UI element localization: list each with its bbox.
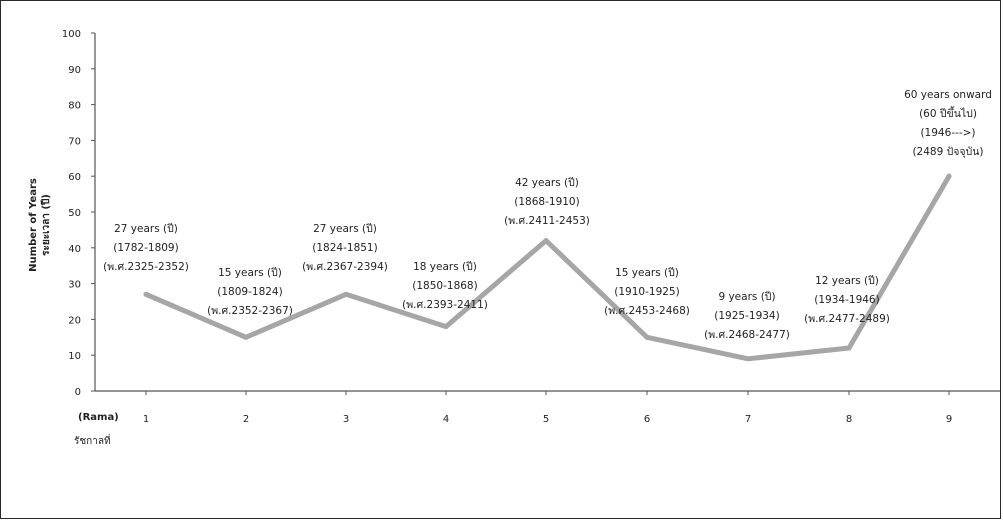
y-tick-label: 40 [68,244,81,255]
y-tick-label: 90 [68,65,81,76]
data-annotation-line: (1946--->) [920,127,975,139]
y-tick-label: 0 [75,387,81,398]
annotations-group: 27 years (ปี) (1782-1809) (พ.ศ.2325-2352) 1… [103,89,992,341]
data-annotation-line: (1868-1910) [514,196,579,208]
data-annotation: 27 years (ปี) (1824-1851) (พ.ศ.2367-2394) [302,222,388,273]
data-point [946,173,952,179]
y-tick-label: 70 [68,136,81,147]
data-annotation-line: (1809-1824) [217,286,282,298]
data-annotation-line: (1934-1946) [814,294,879,306]
data-annotation-line: (พ.ศ.2367-2394) [302,261,388,273]
data-annotation-line: (1925-1934) [714,310,779,322]
data-annotation-line: 60 years onward [904,89,992,101]
data-annotation-line: (พ.ศ.2393-2411) [402,299,488,311]
data-annotation: 15 years (ปี) (1910-1925) (พ.ศ.2453-2468) [604,266,690,317]
y-axis-label-en: Number of Years [28,178,39,272]
chart-axes [94,33,1000,392]
data-annotation-line: (1910-1925) [614,286,679,298]
data-point [644,334,650,340]
data-annotation-line: 9 years (ปี) [718,290,775,303]
x-axis-label-en: (Rama) [78,412,119,423]
data-annotation-line: (พ.ศ.2468-2477) [704,329,790,341]
data-annotation: 27 years (ปี) (1782-1809) (พ.ศ.2325-2352) [103,222,189,273]
x-tick-label: 5 [543,414,549,425]
y-tick-label: 100 [62,29,81,40]
y-axis-label-th: ระยะเวลา (ปี) [40,194,52,256]
data-annotation-line: (พ.ศ.2352-2367) [207,305,293,317]
y-tick-label: 30 [68,280,81,291]
data-point [343,291,349,297]
data-point [745,356,751,362]
data-annotation-line: 18 years (ปี) [413,260,477,273]
x-axis-ticks: 1 2 3 4 5 6 7 8 9 [143,391,952,425]
data-annotation-line: (พ.ศ.2477-2489) [804,313,890,325]
data-point [243,334,249,340]
x-tick-label: 3 [343,414,349,425]
data-point [143,291,149,297]
x-tick-label: 6 [644,414,650,425]
data-point [846,345,852,351]
data-annotation-line: (พ.ศ.2325-2352) [103,261,189,273]
x-tick-label: 2 [243,414,249,425]
y-tick-label: 20 [68,315,81,326]
y-tick-label: 60 [68,172,81,183]
y-tick-label: 50 [68,208,81,219]
data-annotation: 12 years (ปี) (1934-1946) (พ.ศ.2477-2489) [804,274,890,325]
data-annotation: 60 years onward (60 ปีขึ้นไป) (1946--->) (2… [904,89,992,158]
x-tick-label: 8 [846,414,852,425]
x-tick-label: 4 [443,414,449,425]
data-annotation-line: (พ.ศ.2411-2453) [504,215,590,227]
y-tick-label: 10 [68,351,81,362]
data-annotation-line: (1824-1851) [312,242,377,254]
data-annotation-line: 42 years (ปี) [515,176,579,189]
data-point [443,324,449,330]
data-annotation-line: (พ.ศ.2453-2468) [604,305,690,317]
data-annotation-line: (2489 ปัจจุบัน) [912,146,983,158]
data-annotation-line: (1782-1809) [113,242,178,254]
data-annotation-line: 15 years (ปี) [218,266,282,279]
x-tick-label: 1 [143,414,149,425]
x-tick-label: 7 [745,414,751,425]
data-point [543,238,549,244]
y-axis-ticks: 0 10 20 30 40 50 60 70 80 90 100 [62,29,95,398]
data-annotation-line: 27 years (ปี) [114,222,178,235]
data-annotation-line: (60 ปีขึ้นไป) [919,106,977,120]
data-annotation: 15 years (ปี) (1809-1824) (พ.ศ.2352-2367) [207,266,293,317]
series-group [143,173,952,362]
x-tick-label: 9 [946,414,952,425]
y-tick-label: 80 [68,101,81,112]
data-annotation-line: 27 years (ปี) [313,222,377,235]
data-annotation-line: (1850-1868) [412,280,477,292]
data-annotation: 18 years (ปี) (1850-1868) (พ.ศ.2393-2411) [402,260,488,311]
data-annotation-line: 12 years (ปี) [815,274,879,287]
x-axis-label-th: รัชกาลที่ [74,433,111,447]
data-annotation: 42 years (ปี) (1868-1910) (พ.ศ.2411-2453) [504,176,590,227]
data-annotation-line: 15 years (ปี) [615,266,679,279]
data-annotation: 9 years (ปี) (1925-1934) (พ.ศ.2468-2477) [704,290,790,341]
